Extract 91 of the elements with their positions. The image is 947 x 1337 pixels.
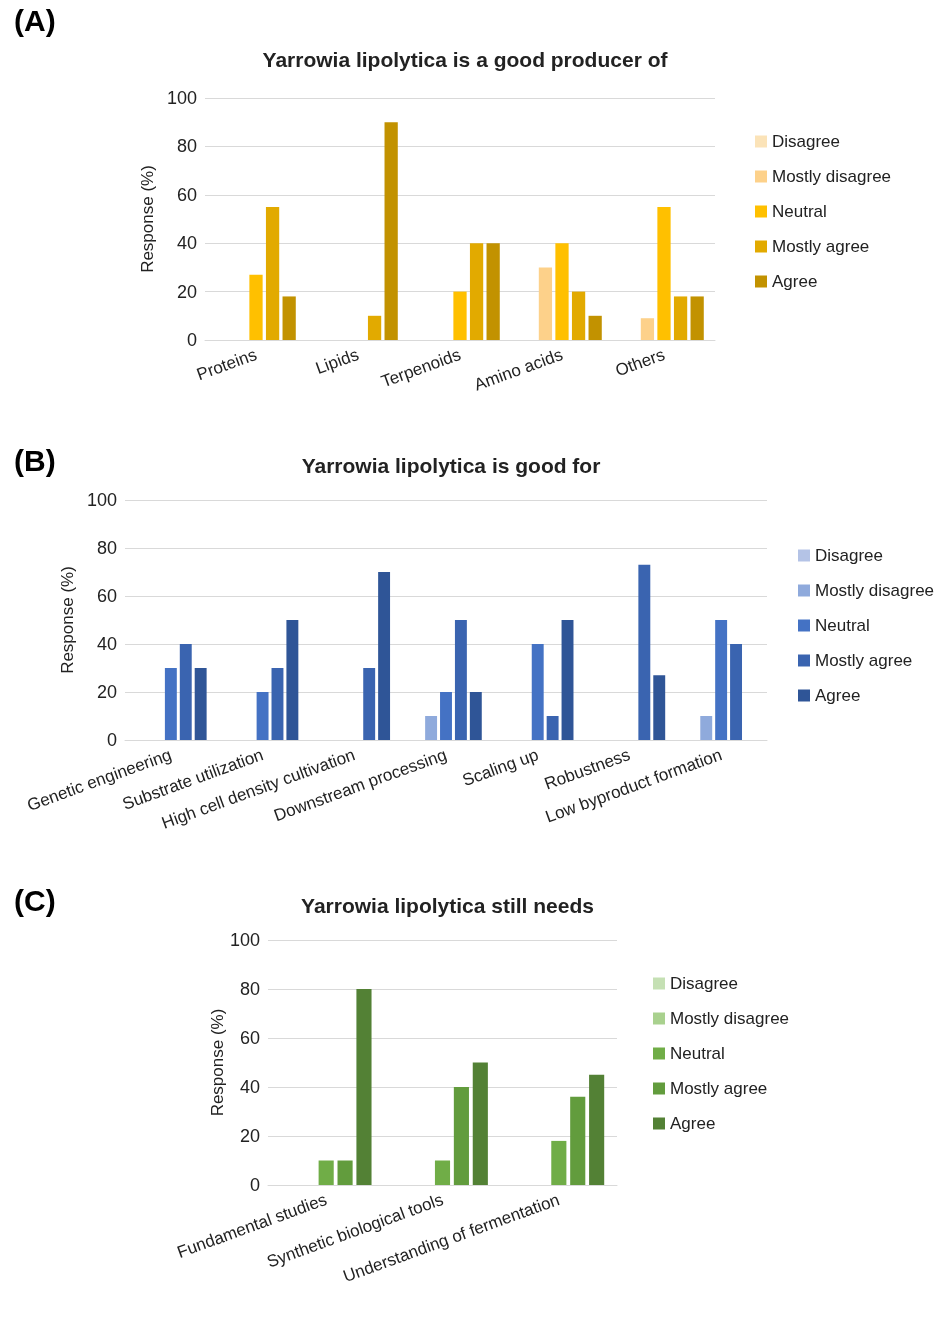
bar [265,206,280,340]
bar [194,668,207,740]
y-tick-label: 40 [96,634,117,654]
bar [356,989,372,1185]
bar [570,1096,586,1185]
bar [571,291,586,340]
bar [454,620,467,740]
legend-label: Agree [815,686,861,705]
chart-title: Yarrowia lipolytica still needs [301,894,594,917]
legend-label: Mostly agree [670,1079,768,1098]
y-tick-label: 60 [239,1028,260,1048]
legend-label: Agree [772,272,818,291]
chart-title: Yarrowia lipolytica is good for [301,454,601,477]
legend-label: Neutral [772,202,827,221]
bar [531,644,544,740]
legend-label: Mostly disagree [815,581,935,600]
bar [638,564,651,740]
bar [164,668,177,740]
y-axis-title: Response (%) [138,165,158,273]
bar [700,716,713,740]
legend-label: Mostly disagree [670,1009,790,1028]
bar [546,716,559,740]
bar [378,572,391,740]
y-tick-label: 0 [186,330,197,350]
bar [256,692,269,740]
bar [640,318,655,340]
bar [453,1087,469,1185]
x-tick-label: Amino acids [471,345,566,395]
legend-label: Disagree [772,132,841,151]
legend-label: Disagree [670,974,739,993]
y-axis-title: Response (%) [208,1008,227,1117]
legend-label: Disagree [815,546,884,565]
text: (B) [14,444,56,478]
bar [561,620,574,740]
x-tick-label: Lipids [313,345,362,379]
legend-label: Mostly agree [815,651,913,670]
y-tick-label: 80 [239,979,260,999]
bar [337,1160,353,1185]
bar [179,644,192,740]
bar [588,315,602,340]
legend-label: Mostly agree [772,237,870,256]
bar [551,1140,567,1185]
x-tick-label: Scaling up [459,745,541,791]
y-tick-label: 60 [176,184,197,205]
text: (C) [14,884,56,918]
bar [425,716,438,740]
bar [318,1160,334,1185]
y-tick-label: 40 [176,233,197,254]
legend-label: Mostly disagree [772,167,892,186]
chart-title: Yarrowia lipolytica is a good producer of [262,48,669,71]
bar [715,620,728,740]
y-tick-label: 20 [96,682,117,702]
bar [673,296,688,340]
y-tick-label: 60 [96,586,117,606]
y-tick-label: 20 [176,281,197,302]
y-tick-label: 80 [96,538,117,558]
bar [453,291,467,340]
y-tick-label: 100 [166,88,197,108]
bar [690,296,704,340]
bar [486,243,500,340]
y-tick-label: 0 [249,1175,260,1195]
bar [367,315,382,340]
bar [271,668,284,740]
bar [469,243,484,340]
bar [434,1160,451,1185]
bar [657,206,671,340]
y-tick-label: 100 [229,930,260,950]
bar [472,1062,488,1185]
bar [384,122,398,340]
bar [653,675,666,740]
bar [286,620,299,740]
bar [589,1074,605,1185]
y-tick-label: 80 [176,136,197,157]
bar [249,274,263,340]
y-tick-label: 100 [86,490,117,510]
bar [440,692,452,740]
bar [282,296,296,340]
bar [363,668,376,740]
legend-label: Neutral [815,616,870,635]
bar [555,243,569,340]
legend-label: Agree [670,1114,716,1133]
bar [469,692,482,740]
legend-label: Neutral [670,1044,725,1063]
y-tick-label: 20 [239,1126,260,1146]
y-tick-label: 0 [106,730,117,750]
y-axis-title: Response (%) [58,566,78,674]
text: (A) [14,4,56,38]
bar [730,644,743,740]
y-tick-label: 40 [239,1077,260,1097]
x-tick-label: Others [612,345,668,381]
bar [538,267,553,340]
